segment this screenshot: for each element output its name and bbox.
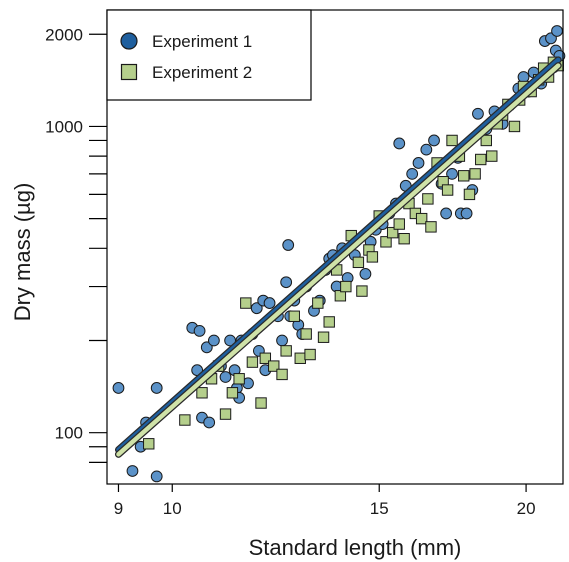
data-point-exp2-42 xyxy=(441,184,454,196)
fit-line-exp1 xyxy=(116,57,561,452)
data-point-exp2-2 xyxy=(196,387,208,399)
data-point-exp1-56 xyxy=(428,134,440,147)
data-point-exp2-10 xyxy=(255,397,267,409)
y-axis-label: Dry mass (µg) xyxy=(10,183,35,322)
x-axis-label: Standard length (mm) xyxy=(249,535,462,560)
data-point-exp2-27 xyxy=(356,285,368,297)
data-point-exp1-54 xyxy=(412,157,425,169)
x-axis: 9 10 15 20 xyxy=(114,484,536,518)
data-point-exp2-17 xyxy=(300,328,312,340)
data-point-exp2-19 xyxy=(312,297,324,309)
data-point-exp1-58 xyxy=(440,207,453,220)
y-tick-label-1000: 1000 xyxy=(45,117,83,136)
data-point-exp1-1 xyxy=(126,465,139,477)
data-point-exp2-46 xyxy=(463,188,476,201)
data-point-exp2-8 xyxy=(240,297,252,309)
data-point-exp2-54 xyxy=(508,120,521,133)
x-tick-label-20: 20 xyxy=(517,499,536,518)
data-point-exp1-8 xyxy=(193,324,206,337)
data-point-exp2-49 xyxy=(480,134,492,147)
data-point-exp2-50 xyxy=(486,150,498,162)
fit-line-exp2 xyxy=(116,63,561,457)
data-point-exp1-59 xyxy=(446,167,458,180)
data-point-exp2-26 xyxy=(352,256,365,269)
data-point-exp1-4 xyxy=(150,470,163,483)
data-point-exp2-13 xyxy=(276,368,288,381)
data-point-exp1-70 xyxy=(517,71,530,83)
data-point-exp1-14 xyxy=(219,371,232,383)
data-point-exp2-32 xyxy=(386,226,399,239)
data-point-exp2-16 xyxy=(294,352,306,364)
x-tick-label-10: 10 xyxy=(163,499,182,518)
data-point-exp2-29 xyxy=(366,251,379,263)
data-point-exp1-53 xyxy=(406,167,419,180)
data-point-exp2-15 xyxy=(288,310,300,322)
data-point-exp1-78 xyxy=(551,25,563,37)
data-point-exp2-6 xyxy=(226,387,239,399)
data-point-exp2-11 xyxy=(259,352,272,364)
data-point-exp2-39 xyxy=(425,221,437,233)
data-point-exp2-43 xyxy=(446,134,458,147)
data-point-exp2-18 xyxy=(304,348,316,361)
data-point-exp2-12 xyxy=(268,360,280,372)
data-point-exp1-12 xyxy=(207,334,220,347)
data-point-exp2-0 xyxy=(143,438,155,450)
data-point-exp2-38 xyxy=(422,193,434,205)
data-point-exp1-11 xyxy=(203,416,216,429)
legend-label-exp2: Experiment 2 xyxy=(152,63,252,82)
data-point-exp1-10 xyxy=(200,341,213,354)
legend-label-exp1: Experiment 1 xyxy=(152,32,252,51)
x-tick-label-9: 9 xyxy=(114,499,123,518)
data-point-exp1-55 xyxy=(420,143,433,156)
x-tick-label-15: 15 xyxy=(370,499,389,518)
data-point-exp1-0 xyxy=(112,382,125,394)
data-point-exp2-33 xyxy=(393,218,405,230)
data-point-exp2-37 xyxy=(415,212,428,225)
data-point-exp1-26 xyxy=(263,297,276,309)
data-point-exp2-1 xyxy=(179,414,191,426)
data-point-exp2-14 xyxy=(280,345,292,357)
legend: Experiment 1 Experiment 2 xyxy=(106,9,312,101)
data-point-exp1-51 xyxy=(393,137,406,150)
data-point-exp1-30 xyxy=(282,239,295,251)
legend-box xyxy=(106,9,312,101)
data-point-exp2-24 xyxy=(340,280,352,293)
data-point-exp2-45 xyxy=(458,170,470,182)
y-tick-label-100: 100 xyxy=(55,424,83,443)
fit-layer xyxy=(114,56,562,458)
legend-marker-exp2 xyxy=(120,63,138,81)
data-point-exp2-9 xyxy=(246,356,259,368)
y-axis: 100 1000 2000 xyxy=(45,25,107,463)
data-point-exp2-5 xyxy=(219,408,232,420)
data-point-exp2-20 xyxy=(317,331,330,343)
data-point-exp1-62 xyxy=(460,207,473,220)
legend-marker-exp1 xyxy=(120,32,138,50)
data-point-exp1-28 xyxy=(276,334,288,347)
data-point-exp2-48 xyxy=(475,153,487,166)
data-point-exp2-21 xyxy=(323,316,335,328)
data-point-exp2-7 xyxy=(233,373,245,385)
data-point-exp1-29 xyxy=(280,276,293,289)
data-point-exp2-47 xyxy=(469,168,481,180)
data-point-exp2-31 xyxy=(380,236,392,248)
data-point-exp1-45 xyxy=(359,268,372,280)
plot-frame xyxy=(106,9,564,485)
data-point-exp2-34 xyxy=(398,232,410,245)
data-point-exp1-5 xyxy=(150,382,163,394)
data-point-exp1-64 xyxy=(472,107,484,120)
y-tick-label-2000: 2000 xyxy=(45,25,83,44)
